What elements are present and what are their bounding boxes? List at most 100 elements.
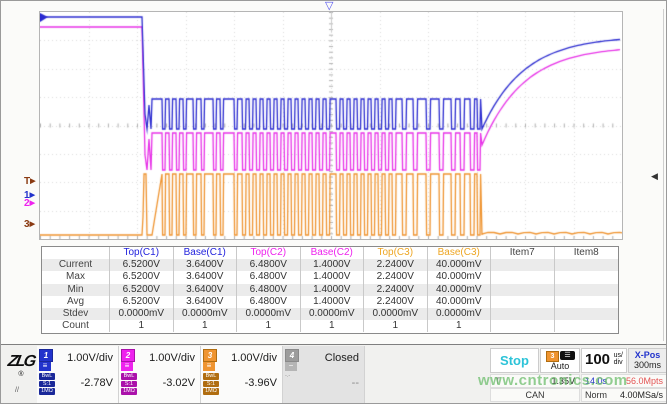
level-marker-label: 3: [24, 219, 30, 230]
measurement-value: 0.0000mV: [300, 307, 364, 321]
coupling-icon: ≡: [121, 362, 133, 371]
measurement-value: 6.4800V: [237, 259, 301, 272]
volts-per-div: 1.00V/div: [231, 352, 277, 364]
level-marker-1[interactable]: 1▶: [24, 190, 35, 201]
measurement-value: [491, 307, 555, 321]
measurement-value: 1: [427, 320, 491, 333]
run-stop-button[interactable]: Stop: [490, 348, 539, 373]
level-marker-label: 1: [24, 190, 30, 201]
timebase-unit-top: us/: [613, 352, 623, 359]
side-panel-divider: [663, 9, 664, 341]
channel-number-badge: 1: [39, 349, 53, 362]
measurement-value: 3.6400V: [173, 259, 237, 272]
xpos-button[interactable]: X-Pos 300ms: [628, 348, 666, 373]
column-header: Top(C1): [110, 247, 174, 260]
level-marker-label: T: [24, 176, 31, 187]
measurement-value: 3.6400V: [173, 295, 237, 308]
measurement-value: 0.0000mV: [110, 307, 174, 321]
coupling-icon: −: [285, 362, 297, 371]
channel-number-badge: 3: [203, 349, 217, 362]
channel-badge: S:1: [121, 380, 137, 387]
channel-number-badge: 4: [285, 349, 299, 362]
measurement-value: 1: [364, 320, 428, 333]
measurement-value: 1: [237, 320, 301, 333]
level-marker-t[interactable]: T▶: [24, 176, 36, 187]
measurement-value: 2.2400V: [364, 283, 428, 296]
channel-2-block[interactable]: 2 ≡ BwL S:1 1MΩ 1.00V/div -3.02V: [119, 346, 201, 403]
acquire-readout: Norm 4.00MSa/s: [581, 388, 666, 402]
channel-3-block[interactable]: 3 ≡ BwL S:1 1MΩ 1.00V/div -3.96V: [201, 346, 283, 403]
status-bar: ZLG® // 1 ≡ BwL S:1 1MΩ 1.00V/div -2.78V 2 ≡ BwL S…: [1, 344, 666, 403]
xpos-value: 300ms: [633, 360, 661, 370]
measurement-value: 2.2400V: [364, 271, 428, 284]
waveform-display: [39, 11, 623, 240]
volts-per-div: Closed: [324, 352, 359, 364]
trigger-level-readout: T 1.35V: [490, 374, 580, 388]
acquire-mode: Norm: [585, 390, 607, 400]
measurement-value: 2.2400V: [364, 259, 428, 272]
channel-offset: -2.78V: [80, 377, 113, 389]
column-header: Base(C3): [427, 247, 491, 260]
measurement-value: [554, 271, 618, 284]
bus-decode-label: CAN: [525, 390, 545, 400]
volts-per-div: 1.00V/div: [149, 352, 195, 364]
measurement-value: [491, 320, 555, 333]
logo-text: ZLG: [6, 353, 36, 370]
row-label: Max: [42, 271, 110, 284]
bus-decode-readout[interactable]: CAN: [490, 388, 580, 402]
level-marker-3[interactable]: 3▶: [24, 219, 35, 230]
channel-badge: BwL: [39, 373, 55, 380]
registered-mark: ®: [18, 371, 24, 378]
row-label: Count: [42, 320, 110, 333]
level-marker-arrow-icon: ▶: [29, 200, 35, 207]
measurement-table: Top(C1) Base(C1) Top(C2) Base(C2) Top(C3) Bas…: [41, 246, 619, 334]
zlg-logo: ZLG® //: [6, 353, 36, 394]
column-header: Top(C2): [237, 247, 301, 260]
trigger-type-icon: ☰: [560, 351, 575, 360]
channel-offset: -3.96V: [244, 377, 277, 389]
measurement-value: 6.5200V: [110, 283, 174, 296]
panel-collapse-icon[interactable]: ◀: [651, 171, 658, 181]
measurement-value: 1: [110, 320, 174, 333]
trigger-position-marker[interactable]: ▽: [325, 0, 334, 12]
timebase-unit: us/ div: [614, 352, 623, 366]
sample-rate: 4.00MSa/s: [619, 390, 663, 400]
channel-badges: BwL S:1 1MΩ: [121, 373, 137, 396]
record-points: 56.0Mpts: [625, 376, 663, 386]
level-marker-2[interactable]: 2▶: [24, 199, 35, 209]
measurement-value: 1.4000V: [300, 271, 364, 284]
column-header: Base(C2): [300, 247, 364, 260]
channel-number-badge: 2: [121, 349, 135, 362]
column-header: Item8: [554, 247, 618, 260]
measurement-value: 40.000mV: [427, 295, 491, 308]
measurement-value: [491, 271, 555, 284]
channel-offset: --: [351, 377, 359, 389]
measurement-value: 40.000mV: [427, 283, 491, 296]
timebase-button[interactable]: 100 us/ div: [581, 348, 627, 373]
channel-badge: -.-: [285, 373, 291, 379]
row-label: Current: [42, 259, 110, 272]
coupling-icon: ≡: [39, 362, 51, 371]
channel-1-block[interactable]: 1 ≡ BwL S:1 1MΩ 1.00V/div -2.78V: [37, 346, 119, 403]
measurement-value: [491, 283, 555, 296]
channel-badge: 1MΩ: [203, 388, 219, 395]
level-marker-arrow-icon: ▶: [29, 221, 35, 228]
measurement-value: [554, 295, 618, 308]
measurement-value: [554, 283, 618, 296]
measurement-value: 6.4800V: [237, 271, 301, 284]
channel-badges: BwL S:1 1MΩ: [39, 373, 55, 396]
measurement-value: [491, 259, 555, 272]
level-marker-arrow-icon: ▶: [29, 192, 35, 199]
trigger-settings-button[interactable]: 3 ☰ Auto: [540, 348, 580, 373]
channel-badges: -.-: [285, 373, 301, 381]
channel-4-block[interactable]: 4− -.- Closed --: [283, 346, 365, 403]
measurement-value: 1: [173, 320, 237, 333]
trigger-source-badge: 3: [546, 351, 559, 362]
measurement-value: 0.0000mV: [364, 307, 428, 321]
measurement-value: 6.4800V: [237, 283, 301, 296]
logo-hatch: //: [15, 387, 19, 394]
timebase-value: 100: [585, 351, 611, 368]
trigger-level-value: 1.35V: [551, 376, 575, 386]
measurement-value: [554, 259, 618, 272]
